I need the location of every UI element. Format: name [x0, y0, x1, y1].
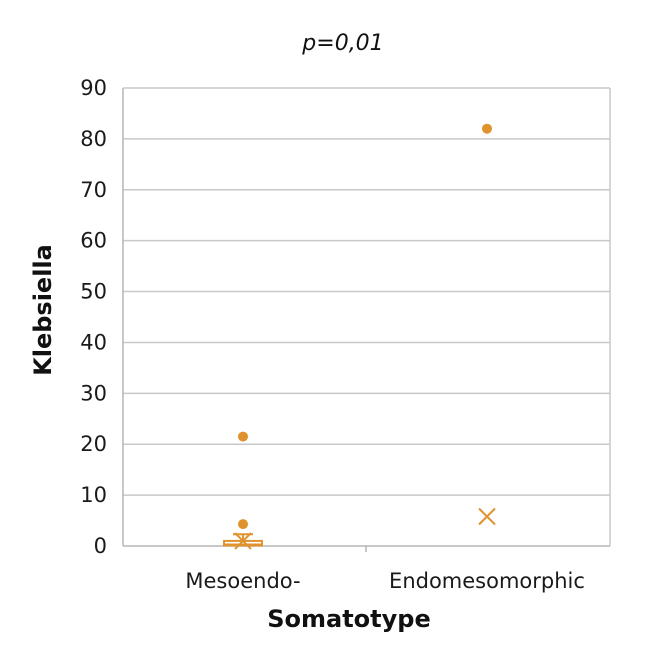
- series-2-outlier-1: [482, 123, 492, 134]
- y-tick-label-70: 70: [80, 178, 107, 202]
- gridlines: [123, 87, 610, 496]
- axes: [122, 88, 611, 552]
- y-tick-label-40: 40: [80, 330, 107, 354]
- x-category-label-2: Endomesomorphic: [389, 569, 585, 593]
- series-1-mean-marker-b: [234, 532, 252, 550]
- x-category-labels: Mesoendo- Endomesomorphic: [185, 569, 585, 593]
- y-tick-label-60: 60: [80, 229, 107, 253]
- x-category-label-1: Mesoendo-: [185, 569, 300, 593]
- data-marks: [223, 123, 496, 550]
- y-tick-label-10: 10: [80, 483, 107, 507]
- series-1-outlier-1: [238, 519, 248, 530]
- y-tick-label-50: 50: [80, 280, 107, 304]
- chart-title: p=0,01: [301, 31, 383, 56]
- y-tick-labels: 0 10 20 30 40 50 60 70 80 90: [80, 76, 107, 558]
- y-tick-label-20: 20: [80, 432, 107, 456]
- x-axis-title: Somatotype: [267, 605, 431, 633]
- series-2-mean-marker-b: [478, 507, 496, 526]
- y-tick-label-80: 80: [80, 127, 107, 151]
- y-tick-label-0: 0: [94, 534, 107, 558]
- y-tick-label-30: 30: [80, 381, 107, 405]
- series-1-outlier-2: [238, 431, 248, 442]
- y-axis-title: Klebsiella: [29, 244, 57, 376]
- y-tick-label-90: 90: [80, 76, 107, 100]
